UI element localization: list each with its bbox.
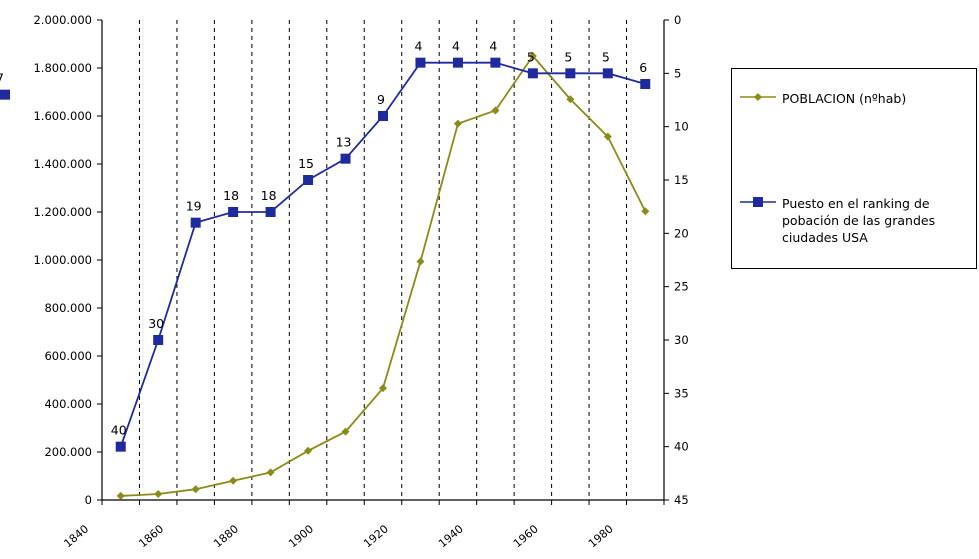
point-poblacion [341, 427, 350, 436]
y-right-tick-label: 15 [674, 173, 689, 187]
y-left-tick-label: 1.800.000 [33, 61, 92, 75]
y-left-tick-label: 1.400.000 [33, 157, 92, 171]
data-label-ranking: 7 [0, 71, 4, 86]
legend-label-poblacion: POBLACION (nºhab) [782, 91, 907, 106]
data-label-ranking: 4 [489, 39, 497, 54]
data-label-ranking: 40 [111, 423, 127, 438]
data-label-ranking: 30 [148, 316, 164, 331]
point-ranking [0, 89, 10, 100]
point-ranking [228, 207, 239, 217]
y-left-tick-label: 200.000 [44, 445, 92, 459]
point-poblacion [453, 119, 462, 128]
y-left-tick-label: 1.600.000 [33, 109, 92, 123]
point-ranking [115, 441, 126, 452]
y-left-tick-label: 400.000 [44, 397, 92, 411]
y-left-tick-label: 1.200.000 [33, 205, 92, 219]
data-label-ranking: 9 [377, 92, 385, 107]
point-poblacion [266, 468, 275, 477]
x-tick-label: 1980 [586, 522, 616, 550]
point-ranking [153, 335, 164, 345]
x-tick-label: 1860 [136, 522, 166, 550]
point-ranking [415, 57, 426, 68]
chart-legend: POBLACION (nºhab) Puesto en el ranking d… [731, 68, 977, 269]
point-ranking [265, 207, 276, 217]
point-ranking [452, 57, 463, 68]
y-right-tick-label: 35 [674, 386, 689, 400]
point-poblacion [528, 52, 537, 60]
y-right-tick-label: 25 [674, 280, 689, 294]
x-tick-label: 1960 [511, 522, 541, 550]
point-ranking [490, 57, 501, 68]
legend-entry-ranking: Puesto en el ranking de pobación de las … [740, 195, 979, 246]
y-left-tick-label: 2.000.000 [33, 13, 92, 27]
y-left-tick-label: 600.000 [44, 349, 92, 363]
point-poblacion [116, 491, 125, 500]
point-ranking [190, 217, 201, 228]
point-ranking [340, 153, 351, 164]
point-poblacion [416, 257, 425, 266]
point-ranking [640, 79, 651, 89]
point-ranking [527, 68, 538, 79]
y-right-tick-label: 45 [674, 493, 689, 507]
data-label-ranking: 6 [639, 60, 647, 75]
data-label-ranking: 18 [261, 188, 277, 203]
data-label-ranking: 4 [414, 39, 422, 54]
y-right-tick-label: 5 [674, 66, 681, 80]
y-right-tick-label: 20 [674, 226, 689, 240]
legend-entry-poblacion: POBLACION (nºhab) [740, 90, 979, 107]
legend-swatch-poblacion [740, 93, 776, 101]
y-left-tick-label: 1.000.000 [33, 253, 92, 267]
point-ranking [565, 68, 576, 79]
x-tick-label: 1900 [286, 522, 316, 550]
series-line-poblacion [120, 54, 647, 497]
y-right-tick-label: 10 [674, 120, 689, 134]
point-ranking [378, 111, 388, 121]
legend-label-ranking: Puesto en el ranking de pobación de las … [782, 195, 979, 246]
point-ranking [602, 68, 613, 79]
legend-label-ranking-line-2: pobación de las grandes [782, 213, 936, 228]
point-ranking [303, 175, 314, 185]
data-label-ranking: 15 [298, 156, 314, 171]
point-poblacion [379, 384, 387, 393]
data-label-ranking: 19 [186, 199, 202, 214]
x-tick-label: 1840 [61, 522, 91, 550]
data-label-ranking: 4 [452, 39, 460, 54]
data-label-ranking: 18 [223, 188, 239, 203]
y-right-tick-label: 30 [674, 333, 689, 347]
y-left-tick-label: 0 [85, 493, 92, 507]
point-poblacion [603, 132, 612, 141]
x-tick-label: 1920 [361, 522, 391, 550]
point-poblacion [566, 95, 575, 104]
y-right-tick-label: 40 [674, 440, 689, 454]
point-poblacion [191, 485, 200, 494]
point-poblacion [154, 490, 163, 498]
data-label-ranking: 5 [527, 49, 535, 64]
x-tick-label: 1880 [211, 522, 241, 550]
point-poblacion [641, 207, 650, 216]
point-poblacion [491, 106, 500, 115]
legend-label-ranking-line-3: ciudades USA [782, 230, 868, 245]
legend-label-ranking-line-1: Puesto en el ranking de [782, 196, 930, 211]
data-label-ranking: 5 [602, 49, 610, 64]
point-poblacion [229, 476, 238, 485]
legend-swatch-ranking [740, 197, 776, 207]
x-tick-label: 1940 [436, 522, 466, 550]
data-label-ranking: 13 [336, 135, 352, 150]
y-left-tick-label: 800.000 [44, 301, 92, 315]
point-poblacion [304, 446, 313, 455]
data-label-ranking: 5 [564, 49, 572, 64]
y-right-tick-label: 0 [674, 13, 681, 27]
